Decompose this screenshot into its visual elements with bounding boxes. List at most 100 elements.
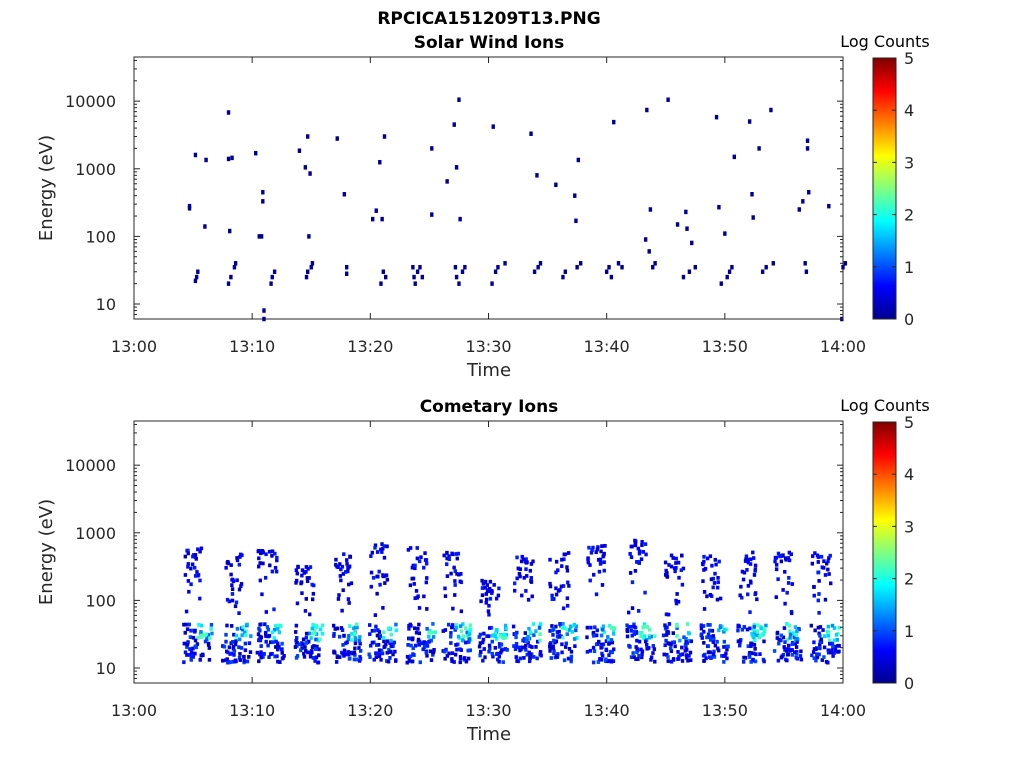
heatmap-cell	[445, 574, 450, 579]
heatmap-cell	[625, 623, 629, 628]
heatmap-cell	[763, 626, 767, 631]
heatmap-cell	[369, 554, 373, 558]
heatmap-cell	[514, 635, 518, 640]
heatmap-cell	[630, 606, 635, 610]
heatmap-cell	[411, 563, 415, 568]
heatmap-cell	[711, 652, 716, 657]
heatmap-cell	[717, 628, 721, 633]
heatmap-cell	[424, 640, 428, 645]
heatmap-cell	[463, 264, 467, 270]
heatmap-cell	[313, 647, 318, 651]
heatmap-cell	[662, 652, 666, 657]
x-tick-label: 13:30	[465, 337, 511, 356]
heatmap-cell	[189, 582, 193, 587]
heatmap-cell	[348, 624, 352, 628]
heatmap-cell	[376, 574, 380, 579]
heatmap-cell	[769, 107, 773, 113]
heatmap-cell	[345, 652, 349, 657]
heatmap-cell	[393, 649, 397, 654]
heatmap-cell	[445, 179, 449, 184]
heatmap-cell	[525, 639, 529, 643]
heatmap-cell	[817, 579, 821, 583]
heatmap-cell	[746, 592, 750, 597]
panel-2-colorbar	[872, 421, 897, 684]
heatmap-cell	[454, 274, 459, 280]
heatmap-cell	[449, 571, 453, 576]
heatmap-cell	[817, 631, 821, 636]
heatmap-cell	[195, 642, 200, 646]
heatmap-cell	[708, 623, 712, 627]
heatmap-cell	[195, 573, 200, 578]
heatmap-cell	[457, 572, 461, 577]
heatmap-cell	[674, 561, 678, 565]
heatmap-cell	[680, 659, 685, 663]
heatmap-cell	[309, 636, 313, 640]
heatmap-cell	[497, 654, 502, 659]
heatmap-cell	[752, 556, 756, 560]
heatmap-cell	[409, 623, 413, 628]
heatmap-cell	[835, 637, 839, 642]
heatmap-cell	[389, 644, 393, 648]
heatmap-cell	[382, 544, 386, 548]
heatmap-cell	[750, 651, 754, 656]
heatmap-cell	[664, 638, 668, 643]
heatmap-cell	[746, 583, 751, 588]
heatmap-cell	[294, 638, 298, 643]
heatmap-cell	[689, 658, 693, 663]
heatmap-cell	[741, 659, 746, 664]
heatmap-cell	[653, 659, 657, 664]
heatmap-cell	[311, 656, 316, 660]
heatmap-cell	[455, 572, 459, 576]
heatmap-cell	[453, 652, 458, 657]
heatmap-cell	[722, 645, 726, 649]
heatmap-cell	[784, 557, 788, 562]
heatmap-cell	[678, 638, 682, 643]
heatmap-cell	[741, 577, 746, 582]
heatmap-cell	[234, 659, 238, 664]
heatmap-cell	[827, 203, 831, 209]
heatmap-cell	[490, 589, 494, 594]
heatmap-cell	[480, 586, 485, 590]
heatmap-cell	[237, 587, 242, 592]
heatmap-cell	[334, 562, 338, 567]
heatmap-cell	[267, 633, 272, 638]
heatmap-cell	[829, 650, 833, 655]
panel-2-y-label: Energy (eV)	[36, 499, 57, 605]
panel-1-colorbar-ticks: 0 1 2 3 4 5	[873, 49, 914, 329]
heatmap-cell	[484, 592, 488, 596]
heatmap-cell	[610, 640, 615, 645]
heatmap-cell	[647, 633, 652, 638]
heatmap-cell	[680, 645, 684, 650]
heatmap-cell	[755, 597, 759, 602]
heatmap-cell	[235, 556, 239, 560]
heatmap-cell	[353, 653, 357, 657]
heatmap-cell	[263, 622, 267, 627]
panel-1-y-axis: 10 100 1000 10000	[65, 59, 843, 320]
heatmap-cell	[740, 627, 745, 632]
heatmap-cell	[199, 629, 203, 634]
heatmap-cell	[688, 650, 693, 655]
heatmap-cell	[423, 551, 427, 556]
heatmap-cell	[417, 639, 422, 644]
heatmap-cell	[306, 566, 310, 571]
heatmap-cell	[431, 622, 435, 626]
heatmap-cell	[193, 152, 198, 158]
heatmap-cell	[513, 647, 518, 652]
heatmap-cell	[310, 626, 315, 631]
heatmap-cell	[567, 646, 572, 651]
heatmap-cell	[600, 651, 604, 656]
heatmap-cell	[565, 628, 569, 632]
heatmap-cell	[413, 626, 417, 631]
heatmap-cell	[661, 633, 666, 638]
heatmap-cell	[310, 597, 315, 602]
heatmap-cell	[684, 637, 688, 641]
heatmap-cell	[394, 659, 398, 663]
heatmap-cell	[566, 656, 571, 661]
heatmap-cell	[812, 593, 816, 598]
heatmap-cell	[382, 635, 386, 640]
heatmap-cell	[781, 553, 785, 558]
heatmap-cell	[417, 642, 422, 647]
heatmap-cell	[676, 650, 680, 654]
heatmap-cell	[388, 650, 392, 654]
heatmap-cell	[557, 629, 561, 634]
